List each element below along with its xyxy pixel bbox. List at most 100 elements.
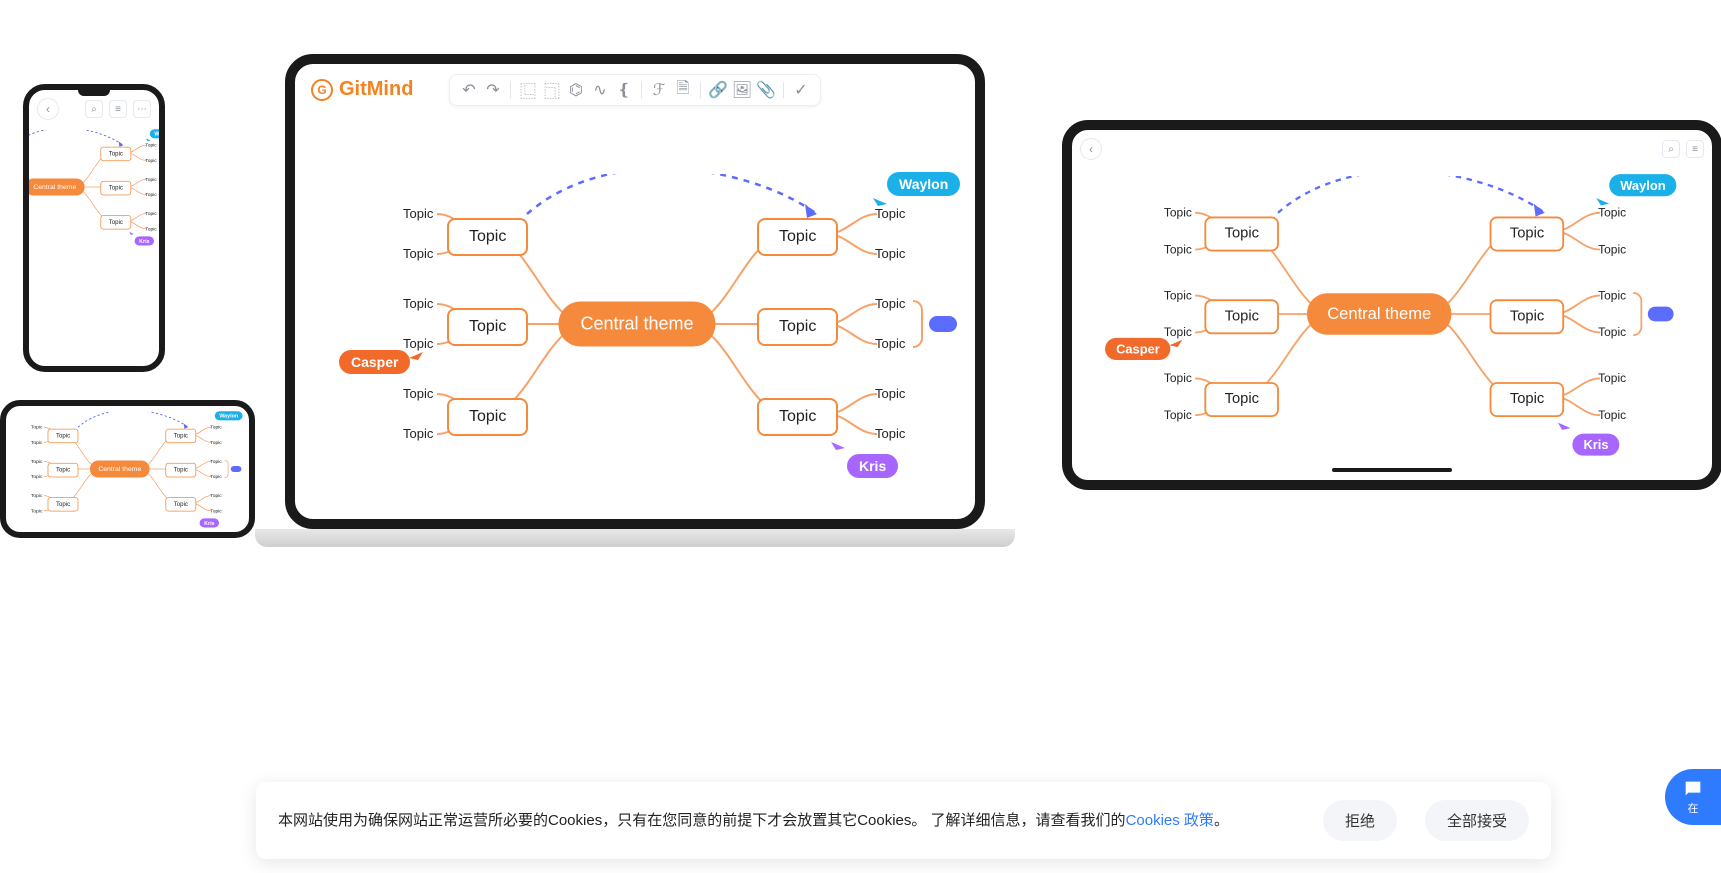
more-icon[interactable]: ⋯: [133, 100, 151, 118]
topic-node[interactable]: Topic: [447, 398, 528, 436]
topic-node[interactable]: Topic: [1204, 382, 1279, 417]
format-icon[interactable]: ℱ: [650, 81, 668, 99]
topic-node[interactable]: Topic: [1490, 299, 1565, 334]
topic-node[interactable]: Topic: [165, 463, 196, 477]
summary-pill[interactable]: [929, 316, 957, 332]
topic-node[interactable]: Topic: [757, 308, 838, 346]
add-sibling-icon[interactable]: ⿺: [519, 81, 537, 99]
subtopic-node[interactable]: Topic: [1598, 408, 1626, 422]
back-icon[interactable]: ‹: [37, 98, 59, 120]
subtopic-node[interactable]: Topic: [403, 246, 433, 261]
central-node[interactable]: Central theme: [558, 302, 715, 347]
link-icon[interactable]: 🔗: [709, 81, 727, 99]
central-node[interactable]: Central theme: [90, 460, 150, 477]
topic-node[interactable]: Topic: [447, 308, 528, 346]
list-icon[interactable]: ≡: [109, 100, 127, 118]
subtopic-node[interactable]: Topic: [1598, 242, 1626, 256]
subtopic-node[interactable]: Topic: [145, 142, 157, 148]
subtopic-node[interactable]: Topic: [403, 336, 433, 351]
subtopic-node[interactable]: Topic: [875, 336, 905, 351]
summary-icon[interactable]: ❴: [615, 81, 633, 99]
topic-node[interactable]: Topic: [100, 147, 131, 161]
subtopic-node[interactable]: Topic: [145, 176, 157, 182]
subtopic-node[interactable]: Topic: [875, 246, 905, 261]
toolbar-separator: [510, 82, 511, 98]
subtopic-node[interactable]: Topic: [31, 493, 43, 499]
subtopic-node[interactable]: Topic: [210, 424, 222, 430]
subtopic-node[interactable]: Topic: [403, 426, 433, 441]
topic-node[interactable]: Topic: [48, 497, 79, 511]
subtopic-node[interactable]: Topic: [1164, 288, 1192, 302]
subtopic-node[interactable]: Topic: [403, 296, 433, 311]
central-node[interactable]: Central theme: [1307, 293, 1451, 334]
subtopic-node[interactable]: Topic: [403, 386, 433, 401]
subtopic-node[interactable]: Topic: [1164, 325, 1192, 339]
note-icon[interactable]: 🗎: [674, 81, 692, 99]
phone-notch: [78, 90, 110, 96]
subtopic-node[interactable]: Topic: [403, 206, 433, 221]
topic-node[interactable]: Topic: [165, 429, 196, 443]
subtopic-node[interactable]: Topic: [1164, 242, 1192, 256]
brand-logo[interactable]: G GitMind: [311, 78, 413, 101]
chat-fab[interactable]: 在: [1665, 769, 1721, 825]
subtopic-node[interactable]: Topic: [145, 211, 157, 217]
subtopic-node[interactable]: Topic: [1598, 325, 1626, 339]
search-icon[interactable]: ⌕: [85, 100, 103, 118]
attachment-icon[interactable]: 📎: [757, 81, 775, 99]
cursor-kris: [129, 232, 135, 237]
topic-node[interactable]: Topic: [1204, 216, 1279, 251]
subtopic-node[interactable]: Topic: [31, 474, 43, 480]
subtopic-node[interactable]: Topic: [875, 386, 905, 401]
redo-icon[interactable]: ↷: [484, 81, 502, 99]
topic-node[interactable]: Topic: [100, 181, 131, 195]
summary-pill[interactable]: [231, 466, 242, 472]
add-child-icon[interactable]: ⿹: [543, 81, 561, 99]
list-icon[interactable]: ≡: [1686, 140, 1704, 158]
subtopic-node[interactable]: Topic: [210, 508, 222, 514]
topic-node[interactable]: Topic: [757, 398, 838, 436]
subtopic-node[interactable]: Topic: [145, 157, 157, 163]
topic-node[interactable]: Topic: [757, 218, 838, 256]
subtopic-node[interactable]: Topic: [31, 458, 43, 464]
topic-node[interactable]: Topic: [447, 218, 528, 256]
topic-node[interactable]: Topic: [48, 429, 79, 443]
phone-device-frame: ‹ ⌕ ≡ ⋯ Central theme Topic Topic Topic …: [23, 84, 165, 372]
cookie-reject-button[interactable]: 拒绝: [1323, 800, 1397, 841]
topic-node[interactable]: Topic: [100, 215, 131, 229]
relationship-icon[interactable]: ∿: [591, 81, 609, 99]
tablet-device-frame: ‹ ⌕ ≡ Central theme Topic Topic Topic To…: [1062, 120, 1721, 490]
image-icon[interactable]: 🖼: [733, 81, 751, 99]
subtopic-node[interactable]: Topic: [210, 458, 222, 464]
cookie-text-a: 本网站使用为确保网站正常运营所必要的Cookies，只有在您同意的前提下才会放置…: [278, 812, 1126, 829]
subtopic-node[interactable]: Topic: [31, 508, 43, 514]
subtopic-node[interactable]: Topic: [210, 439, 222, 445]
topic-node[interactable]: Topic: [48, 463, 79, 477]
subtopic-node[interactable]: Topic: [1164, 408, 1192, 422]
subtopic-node[interactable]: Topic: [875, 296, 905, 311]
topic-node[interactable]: Topic: [1490, 382, 1565, 417]
central-node[interactable]: Central theme: [25, 178, 85, 195]
subtopic-node[interactable]: Topic: [145, 192, 157, 198]
subtopic-node[interactable]: Topic: [210, 474, 222, 480]
back-icon[interactable]: ‹: [1080, 138, 1102, 160]
topic-node[interactable]: Topic: [1204, 299, 1279, 334]
tablet-topbar: ‹ ⌕ ≡: [1080, 138, 1704, 160]
search-icon[interactable]: ⌕: [1662, 140, 1680, 158]
check-icon[interactable]: ✓: [792, 81, 810, 99]
subtopic-node[interactable]: Topic: [1598, 371, 1626, 385]
cookie-accept-button[interactable]: 全部接受: [1425, 800, 1529, 841]
subtopic-node[interactable]: Topic: [875, 426, 905, 441]
subtopic-node[interactable]: Topic: [1598, 288, 1626, 302]
subtopic-node[interactable]: Topic: [31, 424, 43, 430]
topic-node[interactable]: Topic: [165, 497, 196, 511]
subtopic-node[interactable]: Topic: [31, 439, 43, 445]
cookie-policy-link[interactable]: Cookies 政策: [1126, 812, 1214, 829]
subtopic-node[interactable]: Topic: [1164, 205, 1192, 219]
topic-node[interactable]: Topic: [1490, 216, 1565, 251]
undo-icon[interactable]: ↶: [460, 81, 478, 99]
summary-pill[interactable]: [1648, 307, 1674, 322]
layout-icon[interactable]: ⌬: [567, 81, 585, 99]
subtopic-node[interactable]: Topic: [1164, 371, 1192, 385]
subtopic-node[interactable]: Topic: [210, 493, 222, 499]
subtopic-node[interactable]: Topic: [145, 226, 157, 232]
